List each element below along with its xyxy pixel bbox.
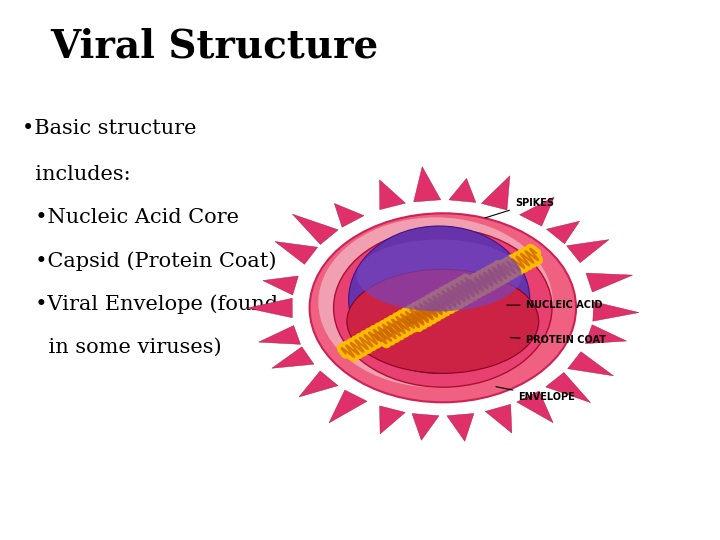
Polygon shape xyxy=(593,313,639,321)
Polygon shape xyxy=(567,352,613,376)
Polygon shape xyxy=(292,214,338,230)
Polygon shape xyxy=(517,402,553,423)
Polygon shape xyxy=(546,221,580,244)
Polygon shape xyxy=(449,178,476,202)
Polygon shape xyxy=(546,373,590,403)
Polygon shape xyxy=(292,214,338,245)
Polygon shape xyxy=(247,298,292,318)
Polygon shape xyxy=(275,241,318,247)
Polygon shape xyxy=(447,416,465,441)
Polygon shape xyxy=(546,387,590,403)
Polygon shape xyxy=(567,240,609,262)
Text: •Capsid (Protein Coat): •Capsid (Protein Coat) xyxy=(22,251,276,271)
Ellipse shape xyxy=(356,240,522,311)
Polygon shape xyxy=(580,240,609,262)
Polygon shape xyxy=(329,390,345,423)
Polygon shape xyxy=(593,275,632,292)
Polygon shape xyxy=(272,347,302,368)
Polygon shape xyxy=(517,391,553,423)
Polygon shape xyxy=(585,341,626,343)
Polygon shape xyxy=(299,371,338,397)
Text: SPIKES: SPIKES xyxy=(485,198,554,218)
Polygon shape xyxy=(467,178,476,202)
Text: in some viruses): in some viruses) xyxy=(22,338,221,356)
Polygon shape xyxy=(258,326,300,345)
Polygon shape xyxy=(507,176,510,210)
Polygon shape xyxy=(586,273,632,292)
Polygon shape xyxy=(414,167,441,202)
Polygon shape xyxy=(412,414,421,440)
Ellipse shape xyxy=(348,226,530,374)
Polygon shape xyxy=(263,276,298,295)
Polygon shape xyxy=(379,406,405,434)
Ellipse shape xyxy=(310,213,576,402)
Polygon shape xyxy=(593,302,639,321)
Polygon shape xyxy=(299,371,320,397)
Text: includes:: includes: xyxy=(22,165,130,184)
Polygon shape xyxy=(585,325,626,343)
Polygon shape xyxy=(329,390,367,423)
Ellipse shape xyxy=(333,228,552,387)
Polygon shape xyxy=(334,204,364,227)
Polygon shape xyxy=(567,369,613,376)
Polygon shape xyxy=(275,241,318,264)
Text: Viral Structure: Viral Structure xyxy=(50,27,379,65)
Polygon shape xyxy=(564,221,580,244)
Text: PROTEIN COAT: PROTEIN COAT xyxy=(510,335,606,345)
Text: ENVELOPE: ENVELOPE xyxy=(496,387,575,402)
Polygon shape xyxy=(412,414,439,440)
Text: NUCLEIC ACID: NUCLEIC ACID xyxy=(507,300,602,310)
Ellipse shape xyxy=(347,269,539,373)
Polygon shape xyxy=(485,404,512,433)
Polygon shape xyxy=(485,411,512,433)
Polygon shape xyxy=(520,197,554,226)
Polygon shape xyxy=(541,197,554,226)
Polygon shape xyxy=(482,176,510,210)
Polygon shape xyxy=(447,414,474,441)
Polygon shape xyxy=(247,298,292,308)
Polygon shape xyxy=(379,180,405,203)
Text: •Viral Envelope (found: •Viral Envelope (found xyxy=(22,294,278,314)
Text: •Basic structure: •Basic structure xyxy=(22,119,196,138)
Ellipse shape xyxy=(318,217,553,388)
Text: •Nucleic Acid Core: •Nucleic Acid Core xyxy=(22,208,238,227)
Polygon shape xyxy=(258,326,294,342)
Polygon shape xyxy=(334,204,364,215)
Polygon shape xyxy=(263,276,298,281)
Polygon shape xyxy=(379,180,405,210)
Polygon shape xyxy=(272,347,314,368)
Polygon shape xyxy=(422,167,441,200)
